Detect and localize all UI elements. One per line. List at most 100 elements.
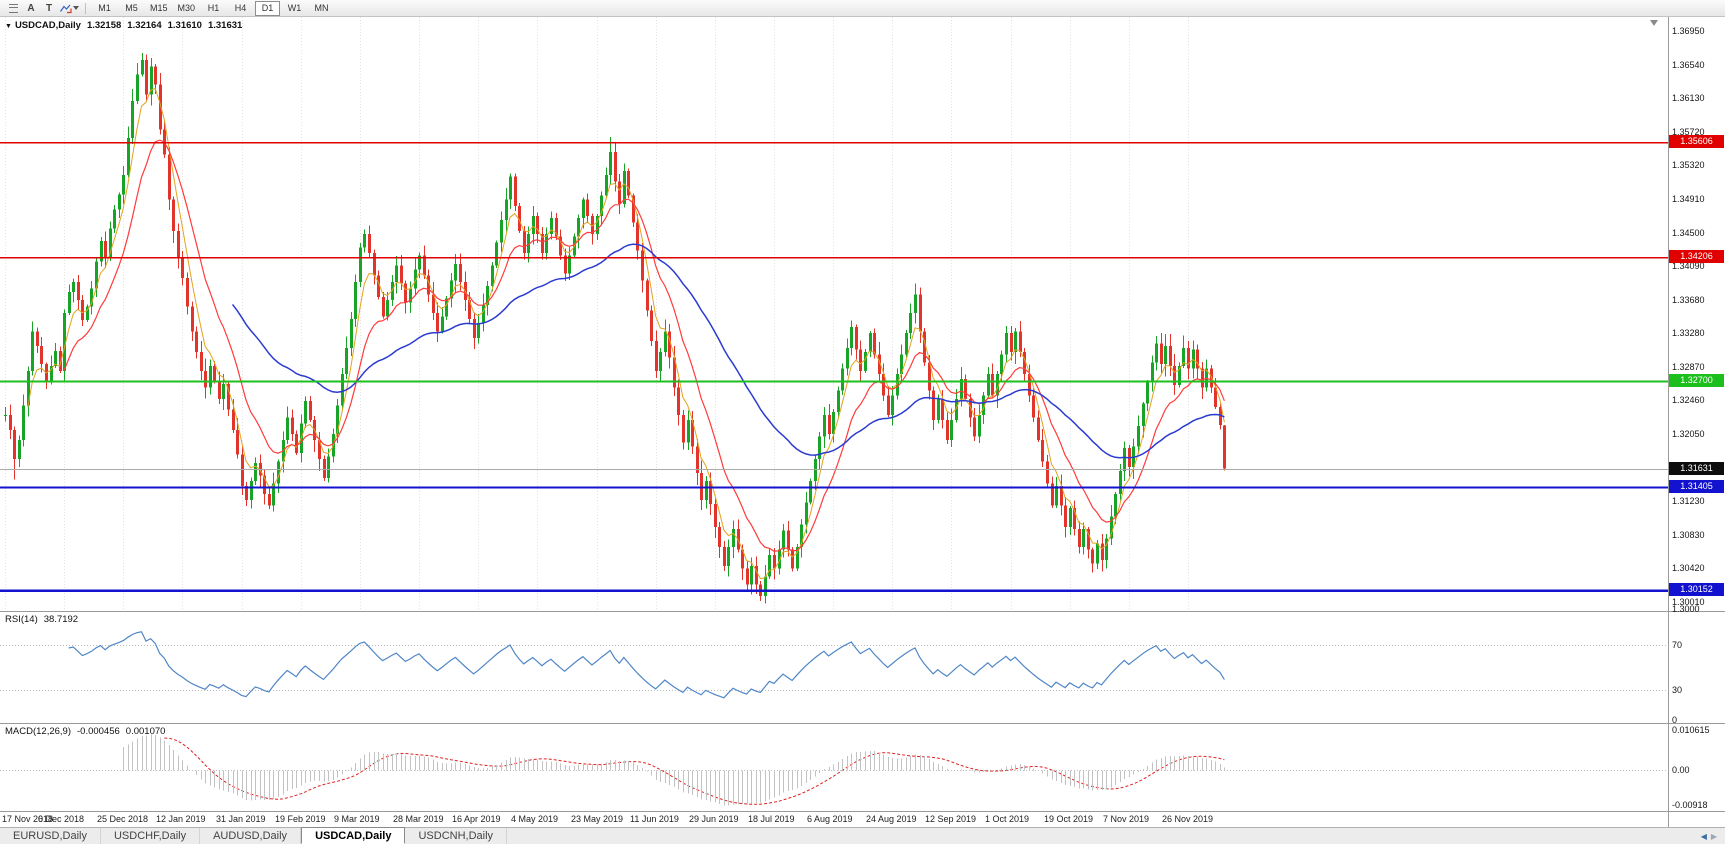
timeframe-button-m5[interactable]: M5 [125, 3, 138, 13]
time-axis-label: 28 Mar 2019 [393, 814, 444, 824]
toolbar-separator [85, 2, 86, 14]
fast-ma-line [27, 87, 1225, 580]
time-axis-label: 6 Aug 2019 [807, 814, 853, 824]
candles [4, 53, 1226, 604]
price-axis-label: 1.32050 [1672, 429, 1705, 439]
tab-scroll-right-icon[interactable]: ▶ [1710, 831, 1717, 841]
macd-axis-label: 0.010615 [1672, 725, 1710, 735]
rsi-name: RSI(14) [5, 614, 38, 625]
gridlines [5, 17, 1189, 611]
price-axis-label: 1.3000 [1672, 604, 1700, 614]
text-t-button[interactable]: T [45, 2, 53, 14]
timeframe-button-m15[interactable]: M15 [150, 3, 168, 13]
macd-name: MACD(12,26,9) [5, 726, 71, 737]
price-line-badge: 1.35606 [1669, 135, 1724, 148]
chart-tab-audusd[interactable]: AUDUSD,Daily [200, 828, 302, 844]
timeframe-button-m30[interactable]: M30 [177, 3, 196, 13]
price-axis-label: 1.33680 [1672, 295, 1705, 305]
symbol-period-text: USDCAD,Daily [14, 20, 81, 31]
macd-axis-label: -0.00918 [1672, 800, 1708, 810]
mid-ma-line [63, 139, 1225, 552]
macd-axis-label: 0.00 [1672, 765, 1690, 775]
price-axis-label: 1.31230 [1672, 496, 1705, 506]
rsi-value: 38.7192 [43, 614, 79, 625]
price-axis-label: 1.36130 [1672, 93, 1705, 103]
ohlc-open: 1.32158 [86, 20, 122, 31]
rsi-line [68, 631, 1225, 699]
macd-signal-value: 0.001070 [125, 726, 166, 737]
chart-symbol-label: ▼ USDCAD,Daily 1.32158 1.32164 1.31610 1.3163… [5, 20, 242, 31]
time-axis-label: 25 Dec 2018 [97, 814, 149, 824]
time-axis-label: 23 May 2019 [571, 814, 624, 824]
dropdown-caret-icon [73, 6, 79, 10]
macd-panel [0, 737, 1668, 805]
chart-tab-usdcnh[interactable]: USDCNH,Daily [405, 828, 508, 844]
time-axis-label: 12 Jan 2019 [156, 814, 206, 824]
price-line-badge: 1.32700 [1669, 374, 1724, 387]
timeframe-buttons: M1 M5 M15 M30 H1 H4 D1 W1 MN [91, 0, 335, 16]
price-line-badge: 1.31405 [1669, 480, 1724, 493]
tab-scroll-left-icon[interactable]: ◀ [1700, 831, 1707, 841]
macd-main-value: -0.000456 [77, 726, 120, 737]
price-line-badge: 1.34206 [1669, 250, 1724, 263]
price-axis-label: 1.34500 [1672, 228, 1705, 238]
price-axis-label: 1.32870 [1672, 362, 1705, 372]
slow-ma-line [231, 243, 1225, 459]
rsi-indicator-label: RSI(14) 38.7192 [5, 614, 78, 625]
time-axis-label: 7 Nov 2019 [1103, 814, 1150, 824]
ohlc-low: 1.31610 [167, 20, 202, 31]
time-axis-label: 29 Jun 2019 [689, 814, 739, 824]
timeframe-button-h1[interactable]: H1 [207, 3, 220, 13]
price-axis-label: 1.32460 [1672, 395, 1705, 405]
time-axis-label: 6 Dec 2018 [38, 814, 85, 824]
time-axis-label: 19 Oct 2019 [1044, 814, 1094, 824]
horizontal-lines [0, 141, 1668, 592]
time-axis-label: 9 Mar 2019 [334, 814, 380, 824]
rsi-axis-label: 0 [1672, 715, 1678, 725]
time-axis-label: 4 May 2019 [511, 814, 559, 824]
price-axis-label: 1.35320 [1672, 160, 1705, 170]
price-axis-label: 1.33280 [1672, 328, 1705, 338]
ohlc-high: 1.32164 [127, 20, 162, 31]
price-axis-label: 1.30830 [1672, 530, 1705, 540]
macd-indicator-label: MACD(12,26,9) -0.000456 0.001070 [5, 726, 165, 737]
price-axis-label: 1.36540 [1672, 60, 1705, 70]
chart-tab-usdcad[interactable]: USDCAD,Daily [301, 827, 406, 844]
chart-tabs: EURUSD,Daily USDCHF,Daily AUDUSD,Daily USDC… [0, 827, 508, 844]
chart-shift-marker[interactable] [1650, 20, 1658, 26]
chart-tab-eurusd[interactable]: EURUSD,Daily [0, 828, 101, 844]
menu-icon[interactable] [5, 2, 21, 15]
price-axis-label: 1.30420 [1672, 563, 1705, 573]
price-axis-label: 1.34090 [1672, 261, 1705, 271]
toolbar: A T M1 M5 M15 M30 H1 H4 D1 W1 MN [0, 0, 1725, 17]
rsi-axis-label: 30 [1672, 685, 1683, 695]
time-axis-label: 11 Jun 2019 [630, 814, 679, 824]
text-a-button[interactable]: A [27, 2, 35, 14]
price-axis-label: 1.36950 [1672, 26, 1705, 36]
time-axis-label: 12 Sep 2019 [925, 814, 977, 824]
cursor-arrows-button[interactable] [59, 2, 79, 15]
macd-histogram [123, 734, 1225, 806]
collapse-icon[interactable]: ▼ [5, 23, 12, 30]
chart-tab-usdchf[interactable]: USDCHF,Daily [101, 828, 201, 844]
price-axis-label: 1.34910 [1672, 194, 1705, 204]
chart-tab-bar: EURUSD,Daily USDCHF,Daily AUDUSD,Daily USDC… [0, 827, 1725, 844]
time-axis-label: 19 Feb 2019 [275, 814, 326, 824]
timeframe-button-mn[interactable]: MN [314, 3, 329, 13]
rsi-axis-label: 70 [1672, 640, 1683, 650]
chart-window: ▼ USDCAD,Daily 1.32158 1.32164 1.31610 1.3163… [0, 17, 1725, 827]
time-axis-label: 26 Nov 2019 [1162, 814, 1214, 824]
cursor-arrows-icon [60, 4, 72, 13]
tab-scroll-controls: ◀ ▶ [1701, 828, 1725, 844]
timeframe-button-h4[interactable]: H4 [234, 3, 247, 13]
timeframe-button-d1[interactable]: D1 [255, 0, 281, 16]
time-axis-label: 24 Aug 2019 [866, 814, 917, 824]
rsi-panel [0, 631, 1668, 699]
time-axis-label: 1 Oct 2019 [985, 814, 1030, 824]
timeframe-button-m1[interactable]: M1 [98, 3, 111, 13]
timeframe-button-w1[interactable]: W1 [287, 3, 302, 13]
chart-canvas[interactable] [0, 17, 1725, 827]
price-line-badge: 1.30152 [1669, 583, 1724, 596]
current-price-badge: 1.31631 [1669, 462, 1724, 475]
